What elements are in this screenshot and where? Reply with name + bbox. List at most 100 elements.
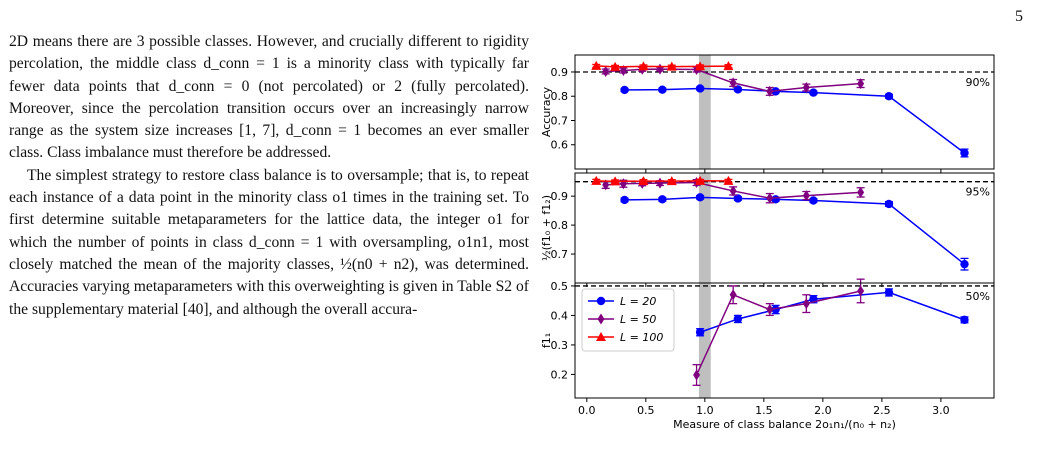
data-point (723, 61, 734, 71)
data-point (766, 304, 774, 316)
y-tick-label: 0.8 (551, 90, 569, 103)
legend-label: L = 20 (620, 295, 656, 308)
series-line (624, 87, 965, 154)
legend-marker (597, 313, 605, 325)
data-point (884, 92, 894, 101)
x-tick-label: 2.5 (873, 404, 891, 417)
legend-marker (596, 296, 606, 306)
series-l20 (620, 193, 969, 271)
x-tick-label: 0.0 (578, 404, 596, 417)
legend-entry-l20: L = 20 (588, 295, 656, 308)
data-point (960, 259, 969, 269)
reference-label: 95% (966, 186, 990, 199)
y-tick-label: 0.7 (551, 248, 569, 261)
data-point (620, 195, 629, 205)
y-tick-label: 0.7 (551, 114, 569, 127)
panel-frame (574, 282, 995, 399)
series-l20 (695, 288, 969, 337)
data-point (695, 175, 706, 185)
data-point (884, 199, 894, 209)
data-point (602, 179, 610, 191)
x-tick-label: 3.0 (932, 404, 950, 417)
body-text-column: 2D means there are 3 possible classes. H… (9, 31, 529, 321)
data-point (610, 176, 621, 186)
data-point (729, 77, 737, 89)
legend-marker (596, 332, 606, 341)
y-axis-label: f1₁ (540, 333, 553, 348)
data-point (656, 177, 664, 189)
reference-label: 50% (966, 290, 990, 303)
legend-entry-l100: L = 100 (588, 331, 663, 344)
data-point (766, 85, 774, 97)
figure: 90% 0.6 0.7 0.8 0.9 Accuracy 95% 0.7 0.8 0.9 ½(f1₀… (536, 52, 1041, 466)
panel-frame (574, 54, 995, 170)
data-point (723, 175, 734, 185)
data-point (857, 285, 865, 297)
legend-label: L = 50 (620, 313, 656, 326)
data-point (666, 61, 677, 71)
data-point (857, 186, 865, 198)
data-point (638, 176, 649, 186)
y-tick-label: 0.6 (551, 139, 569, 152)
reference-label: 90% (966, 76, 990, 89)
class-balance-band (698, 55, 711, 169)
body-paragraph-1: 2D means there are 3 possible classes. H… (9, 33, 529, 162)
data-point (666, 176, 677, 186)
x-tick-label: 1.5 (755, 404, 773, 417)
data-point (766, 192, 774, 204)
data-point (729, 185, 737, 197)
data-point (638, 61, 649, 71)
data-point (695, 193, 705, 202)
panel-1: 90% 0.6 0.7 0.8 0.9 Accuracy (540, 54, 995, 173)
data-point (802, 298, 810, 310)
data-point (857, 78, 865, 90)
y-tick-label: 0.9 (551, 66, 569, 79)
data-point (960, 315, 969, 325)
panel-3: 50% 0.2 0.3 0.4 0.5 0.0 0.5 1.0 1.5 2.0 2.5 3.0 f1₁ (540, 278, 995, 417)
series-l100 (591, 60, 734, 71)
y-tick-label: 0.9 (551, 190, 569, 203)
figure-chart: 90%0.60.70.80.9Accuracy95%0.70.80.9½(f1₀… (540, 54, 995, 431)
data-point (591, 60, 602, 70)
data-point (802, 190, 810, 202)
series-line (624, 196, 965, 265)
x-tick-label: 2.0 (814, 404, 832, 417)
y-axis-label: ½(f1₀ + f1₂) (540, 195, 553, 261)
x-tick-label: 1.0 (696, 404, 714, 417)
series-l20 (620, 84, 969, 158)
y-tick-label: 0.8 (551, 219, 569, 232)
data-point (733, 85, 743, 94)
data-point (729, 289, 737, 301)
data-point (884, 288, 894, 297)
data-point (733, 194, 743, 203)
panel-2: 95% 0.7 0.8 0.9½(f1₀ + f1₂) (540, 172, 995, 287)
page-number: 5 (1015, 8, 1023, 25)
data-point (658, 195, 667, 204)
data-point (602, 65, 610, 77)
data-point (695, 84, 705, 93)
data-point (802, 82, 810, 94)
data-point (733, 314, 743, 324)
data-point (693, 369, 701, 381)
data-point (809, 196, 818, 205)
data-point (695, 61, 706, 71)
series-l100 (591, 175, 734, 186)
data-point (695, 328, 705, 337)
data-point (610, 61, 621, 71)
legend-box (581, 288, 675, 352)
series-line (596, 65, 729, 68)
y-axis-label: Accuracy (540, 86, 553, 137)
data-point (658, 85, 667, 94)
data-point (619, 65, 627, 77)
series-line (695, 290, 861, 376)
body-paragraph-2: The simplest strategy to restore class b… (9, 166, 529, 318)
x-axis-label: Measure of class balance 2o₁n₁/(n₀ + n₂) (673, 418, 896, 431)
data-point (809, 88, 818, 97)
data-point (591, 175, 602, 185)
series-line (699, 291, 965, 333)
legend-entry-l50: L = 50 (588, 313, 656, 326)
data-point (656, 63, 664, 75)
x-tick-label: 0.5 (637, 404, 655, 417)
panel-frame (574, 172, 995, 284)
series-l50 (692, 278, 865, 386)
